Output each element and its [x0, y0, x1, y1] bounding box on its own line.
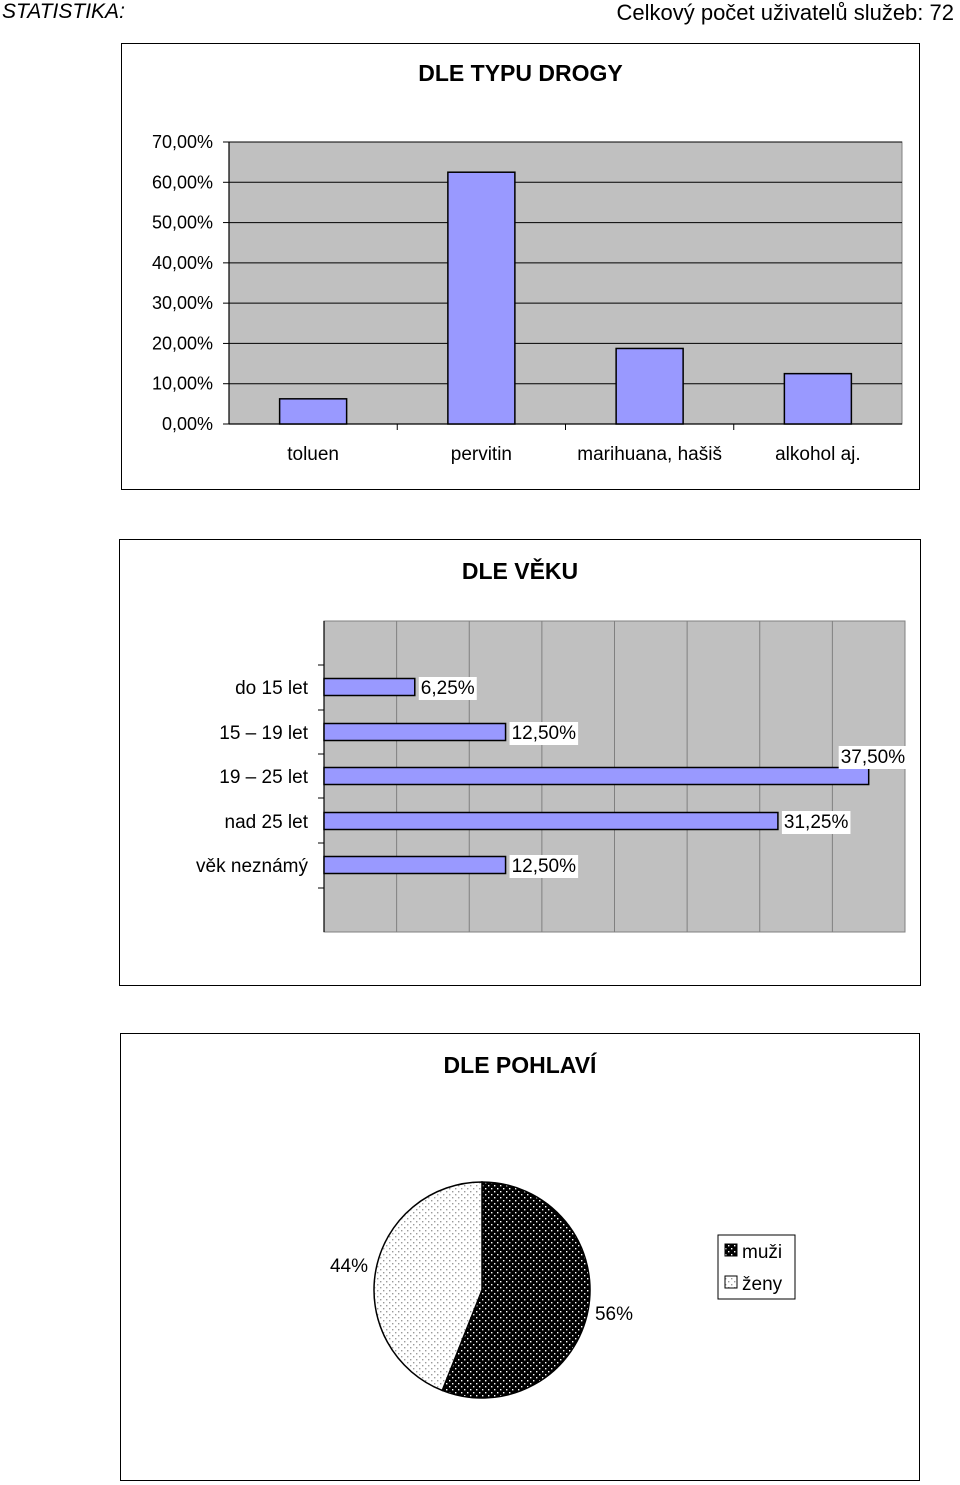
bar	[615, 347, 684, 425]
bar	[278, 398, 348, 425]
y-tick-label: 30,00%	[152, 293, 213, 313]
chart-drug-type-panel: DLE TYPU DROGY 0,00% 10,00% 20,00% 30,00% 40…	[121, 43, 920, 490]
data-label-bg	[509, 722, 579, 745]
chart-gender-svg: 56% 44% muži ženy	[330, 1181, 796, 1399]
x-tick-label: marihuana, hašiš	[577, 444, 722, 465]
bar	[323, 677, 416, 697]
data-label: 6,25%	[421, 678, 475, 699]
data-label-bg	[418, 677, 477, 700]
x-tick-label: pervitin	[451, 444, 512, 465]
y-tick-label: věk neznámý	[196, 856, 308, 877]
chart-gender-title: DLE POHLAVÍ	[443, 1052, 597, 1078]
y-tick-label: 19 – 25 let	[219, 767, 308, 788]
data-label: 31,25%	[784, 812, 849, 833]
pie-slice	[441, 1181, 591, 1399]
chart-age-title: DLE VĚKU	[461, 558, 579, 584]
bar	[447, 171, 516, 425]
y-tick-label: 40,00%	[152, 253, 213, 273]
legend-label: muži	[742, 1242, 782, 1263]
y-tick-label: nad 25 let	[225, 812, 309, 833]
y-tick-label: 10,00%	[152, 374, 213, 394]
header-total-users: Celkový počet uživatelů služeb: 72	[616, 0, 954, 25]
data-label: 44%	[330, 1256, 368, 1277]
data-label: 12,50%	[512, 856, 577, 877]
legend-label: ženy	[742, 1274, 783, 1295]
x-tick-label: toluen	[287, 444, 339, 465]
data-label: 37,50%	[841, 747, 906, 768]
data-label-bg	[838, 746, 908, 769]
y-tick-label: 70,00%	[152, 132, 213, 152]
y-tick-label: 0,00%	[162, 414, 213, 434]
chart-age-panel: DLE VĚKU do 15 let 6,25% 15 – 19 let 12,50%…	[119, 539, 921, 986]
y-tick-label: do 15 let	[235, 678, 309, 699]
chart-drug-type-svg: 0,00% 10,00% 20,00% 30,00% 40,00% 50,00% 60,00…	[152, 132, 903, 465]
data-label: 12,50%	[512, 723, 577, 744]
bar	[323, 855, 507, 875]
data-label: 56%	[595, 1304, 633, 1325]
chart-drug-type-title: DLE TYPU DROGY	[418, 60, 623, 86]
chart-gender-panel: DLE POHLAVÍ 56% 44% muži ženy	[120, 1033, 920, 1481]
pie-slice	[373, 1181, 483, 1392]
bar	[783, 372, 853, 425]
legend: muži ženy	[717, 1234, 796, 1300]
y-tick-label: 20,00%	[152, 333, 213, 353]
bar	[323, 722, 507, 742]
data-label-bg	[781, 811, 851, 834]
y-tick-label: 15 – 19 let	[219, 723, 308, 744]
bar	[323, 811, 779, 831]
legend-swatch	[724, 1275, 738, 1289]
bar	[323, 766, 870, 786]
chart-age-svg: do 15 let 6,25% 15 – 19 let 12,50% 19 – 25 l…	[196, 620, 908, 933]
legend-swatch	[724, 1243, 738, 1257]
y-tick-label: 50,00%	[152, 213, 213, 233]
x-tick-label: alkohol aj.	[775, 444, 861, 465]
y-tick-label: 60,00%	[152, 172, 213, 192]
header-statistika: STATISTIKA:	[2, 0, 125, 23]
data-label-bg	[509, 855, 579, 878]
